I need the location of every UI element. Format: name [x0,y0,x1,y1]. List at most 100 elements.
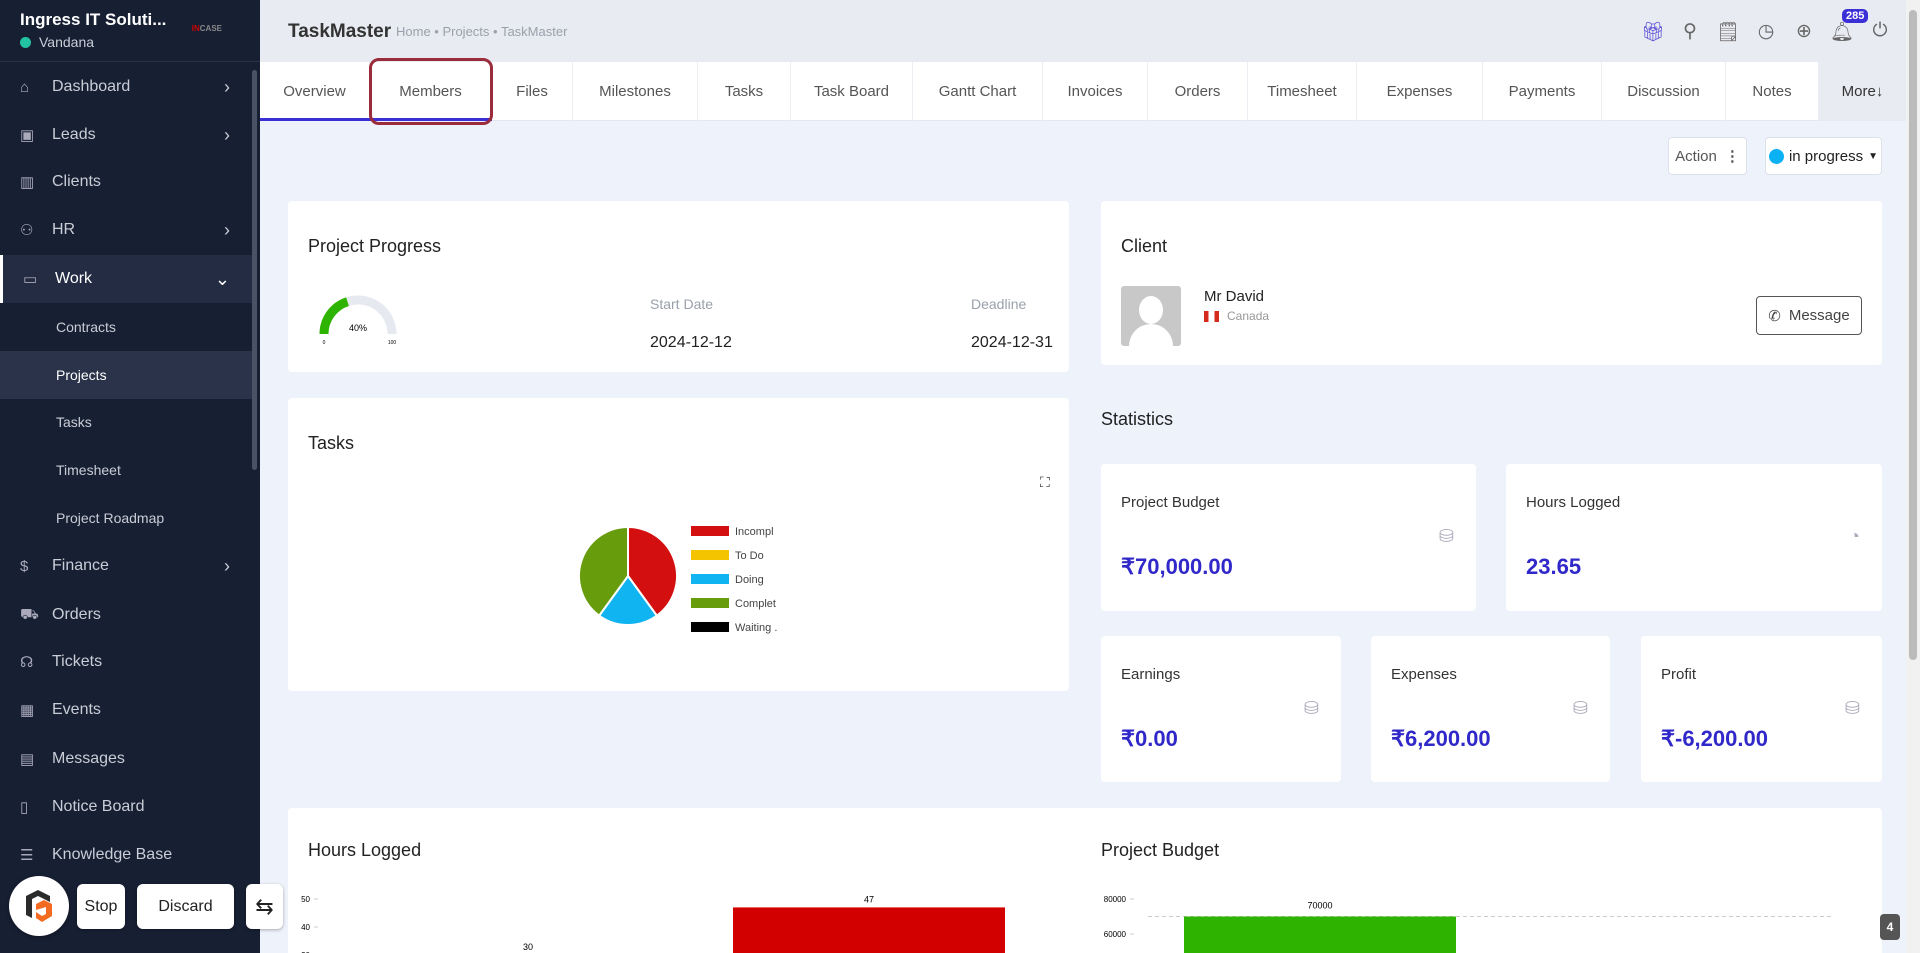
legend-label: Doing [735,574,764,586]
fullscreen-icon[interactable]: ⛶ [1040,474,1050,490]
gift-icon[interactable]: 🎁︎ [1641,22,1666,43]
stat-label: Project Budget [1121,494,1220,511]
bar-label: 70000 [1307,901,1332,911]
action-label: Action [1675,147,1717,165]
stat-label: Hours Logged [1526,494,1621,511]
clock-icon: ◔ [1849,526,1860,546]
hours-chart-title: Hours Logged [308,840,422,860]
cart-icon: ⛟ [20,605,39,623]
sidebar-item-timesheet[interactable]: Timesheet [0,446,252,494]
hours-bar [733,907,1005,953]
sidebar-item-label: Leads [52,126,96,143]
legend-clip [779,518,1069,648]
calendar-icon: ▦ [20,702,35,719]
recorder-logo[interactable] [9,876,69,936]
clock-icon[interactable]: ◷ [1757,21,1775,42]
legend-label: To Do [735,550,764,562]
swap-icon[interactable]: ⇆ [246,884,283,929]
notification-badge: 285 [1842,9,1869,23]
breadcrumb[interactable]: Home • Projects • TaskMaster [396,24,568,39]
search-icon[interactable]: ⚲ [1683,21,1697,42]
page-scrollbar[interactable] [1906,0,1920,953]
deadline: 2024-12-31 [971,334,1053,351]
tab-files[interactable]: Files [492,62,573,121]
stop-button[interactable]: Stop [77,884,125,929]
earnings-card: Earnings ⛁ ₹0.00 [1101,636,1341,782]
tab-tasks[interactable]: Tasks [698,62,791,121]
sidebar-item-finance[interactable]: $ Finance › [0,542,252,590]
sidebar-item-label: Timesheet [56,462,121,478]
sidebar: Ingress IT Soluti... Vandana INCASE ⌂ Das… [0,0,260,953]
sidebar-header: Ingress IT Soluti... Vandana [0,0,260,62]
sidebar-item-projects[interactable]: Projects [0,351,252,399]
sidebar-item-notice-board[interactable]: ▯ Notice Board [0,783,252,831]
tab-invoices[interactable]: Invoices [1043,62,1148,121]
stat-label: Profit [1661,666,1697,683]
stat-value: ₹-6,200.00 [1661,726,1768,751]
coins-icon: ⛁ [1303,698,1319,718]
pie-slice-0 [627,525,678,618]
y-tick: 30 [301,951,310,953]
y-tick: 40 [301,923,310,932]
tab-timesheet[interactable]: Timesheet [1248,62,1357,121]
sidebar-item-contracts[interactable]: Contracts [0,303,252,351]
start-date-label: Start Date [650,296,714,312]
stat-value: ₹70,000.00 [1121,554,1233,579]
sidebar-item-label: Work [55,270,93,287]
message-button[interactable]: ✆ Message [1756,296,1862,335]
action-button[interactable]: Action ⋮ [1668,137,1747,175]
tab-expenses[interactable]: Expenses [1357,62,1483,121]
sidebar-item-events[interactable]: ▦ Events [0,686,252,734]
client-name[interactable]: Mr David [1204,288,1265,305]
tab-task-board[interactable]: Task Board [791,62,913,121]
sidebar-item-label: Projects [56,367,107,383]
tab-orders[interactable]: Orders [1148,62,1248,121]
tab-gantt-chart[interactable]: Gantt Chart [913,62,1043,121]
page-title: TaskMaster [288,21,392,42]
sidebar-item-leads[interactable]: ▣ Leads › [0,111,252,159]
message-icon: ▤ [20,751,35,768]
client-avatar [1121,286,1181,346]
sidebar-item-label: Orders [52,606,101,623]
budget-chart-title: Project Budget [1101,840,1220,860]
sidebar-item-tickets[interactable]: ☊ Tickets [0,638,252,686]
status-dropdown[interactable]: in progress ▼ [1765,137,1882,175]
sidebar-item-work[interactable]: ▭ Work ⌄ [0,255,252,303]
tab-notes[interactable]: Notes [1726,62,1819,121]
sidebar-item-tasks[interactable]: Tasks [0,398,252,446]
whatsapp-icon: ✆ [1768,307,1781,325]
pie-slice-2 [597,574,659,626]
discard-button[interactable]: Discard [137,884,234,929]
coins-icon: ⛁ [1844,698,1860,718]
sidebar-item-label: HR [52,221,76,238]
power-icon[interactable]: ⏻ [1872,20,1888,41]
tab-discussion[interactable]: Discussion [1602,62,1726,121]
sidebar-item-label: Events [52,701,101,718]
sidebar-item-orders[interactable]: ⛟ Orders [0,591,252,639]
tab-payments[interactable]: Payments [1483,62,1602,121]
add-icon[interactable]: ⊕ [1796,21,1812,42]
sidebar-item-messages[interactable]: ▤ Messages [0,735,252,783]
status-dot-icon [1768,148,1784,164]
tab-more[interactable]: More↓ [1819,62,1906,121]
sidebar-item-project-roadmap[interactable]: Project Roadmap [0,494,252,542]
legend-label: Incompl [735,526,774,538]
company-name[interactable]: Ingress IT Soluti... [20,10,167,29]
chevron-icon: › [224,76,230,97]
bell-icon[interactable]: 🔔︎ [1830,22,1855,43]
budget-bar [1184,916,1456,953]
sidebar-item-dashboard[interactable]: ⌂ Dashboard › [0,63,252,111]
card-title: Tasks [308,433,355,453]
project-budget-card: Project Budget ⛁ ₹70,000.00 [1101,464,1476,611]
sidebar-item-clients[interactable]: ▥ Clients [0,158,252,206]
sidebar-item-knowledge-base[interactable]: ☰ Knowledge Base [0,831,252,879]
tasks-pie-chart: Incompl To Do Doing Complet Waiting . [578,518,1069,648]
stat-value: ₹0.00 [1121,726,1178,751]
project-tabs: Overview Members Files Milestones Tasks Task … [260,62,1906,121]
tab-milestones[interactable]: Milestones [573,62,698,121]
stat-value: ₹6,200.00 [1391,726,1491,751]
sidebar-item-hr[interactable]: ⚇ HR › [0,206,252,254]
tab-overview[interactable]: Overview [260,62,370,121]
sticky-note-icon[interactable]: 🗒︎ [1716,22,1741,43]
sidebar-scrollbar[interactable] [252,70,257,470]
